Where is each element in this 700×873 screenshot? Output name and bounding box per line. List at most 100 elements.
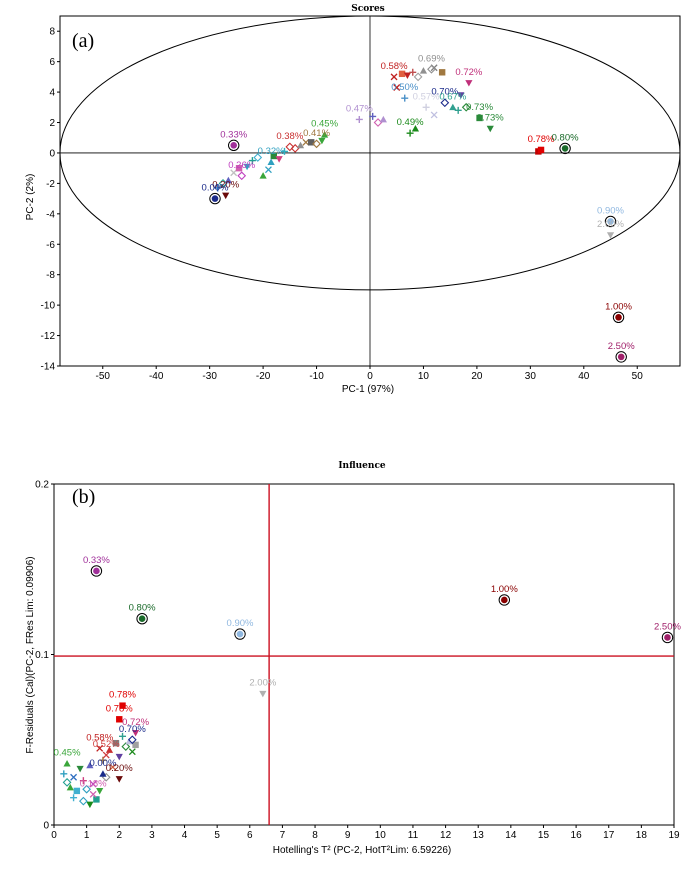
influence-x-tick-label: 3	[149, 830, 155, 841]
influence-data-label: 0.00%	[89, 758, 116, 769]
scores-x-tick-label: 40	[578, 371, 590, 382]
scores-cluster-point	[461, 102, 471, 112]
influence-data-point-ring	[136, 612, 148, 625]
scores-y-tick-label: -12	[41, 331, 56, 342]
influence-x-tick-label: 2	[116, 830, 122, 841]
influence-data-point	[96, 744, 104, 752]
influence-x-tick-label: 15	[538, 830, 550, 841]
scores-data-label: 0.57%	[413, 91, 440, 102]
scores-cluster-point	[230, 169, 238, 177]
influence-data-label: 0.33%	[83, 555, 110, 566]
influence-data-label: 1.00%	[491, 584, 518, 595]
scores-x-tick-label: -40	[149, 371, 164, 382]
scores-x-label: PC-1 (97%)	[342, 384, 394, 395]
scores-y-tick-label: -8	[46, 270, 55, 281]
scores-cluster-point	[430, 111, 438, 119]
scores-data-point	[617, 353, 625, 361]
influence-x-tick-label: 6	[247, 830, 253, 841]
influence-y-tick-label: 0	[43, 821, 49, 832]
scores-data-point	[476, 114, 483, 122]
influence-cluster-point	[73, 787, 81, 795]
influence-x-label: Hotelling's T² (PC-2, HotT²Lim: 6.59226)	[273, 845, 451, 856]
influence-data-point	[138, 615, 146, 622]
influence-y-label: F-Residuals (Cal)(PC-2, FRes Lim: 0.0990…	[25, 556, 36, 753]
influence-x-tick-label: 0	[51, 830, 57, 841]
scores-y-tick-label: 0	[49, 148, 55, 159]
scores-x-tick-label: 0	[367, 371, 373, 382]
scores-data-point	[401, 94, 409, 102]
scores-y-tick-label: -2	[46, 179, 55, 190]
scores-data-point	[312, 139, 321, 149]
scores-data-point	[427, 64, 436, 74]
scores-x-tick-label: 30	[525, 371, 537, 382]
scores-data-point	[486, 125, 494, 133]
influence-data-point	[236, 630, 244, 638]
scores-data-label: 0.90%	[597, 205, 624, 216]
influence-data-label: 0.72%	[122, 717, 149, 728]
scores-cluster-point	[413, 72, 423, 82]
scores-cluster-point	[369, 112, 377, 120]
scores-x-tick-label: 10	[418, 371, 430, 382]
influence-cluster-point	[125, 737, 133, 745]
influence-plot-frame	[53, 483, 675, 826]
influence-cluster-point	[70, 794, 78, 802]
scores-data-point	[422, 103, 430, 111]
influence-data-label: 0.80%	[129, 603, 156, 614]
scores-cluster-point	[224, 176, 232, 184]
scores-data-point	[606, 232, 615, 239]
influence-x-tick-label: 19	[668, 830, 680, 841]
influence-x-tick-label: 14	[505, 830, 517, 841]
influence-cluster-point	[86, 801, 94, 809]
scores-x-tick-label: -50	[96, 371, 111, 382]
scores-y-tick-label: -10	[41, 301, 56, 312]
influence-data-point	[115, 776, 123, 783]
scores-cluster-point	[457, 92, 465, 99]
scores-data-point	[615, 314, 622, 321]
scores-data-point	[230, 142, 238, 149]
scores-data-label: 2.50%	[608, 341, 635, 352]
influence-cluster-point	[121, 742, 131, 751]
scores-data-label: 0.32%	[258, 146, 285, 157]
influence-data-point	[63, 760, 71, 767]
scores-data-label: 1.00%	[605, 301, 632, 312]
influence-data-label: 2.50%	[654, 621, 681, 632]
influence-x-tick-label: 11	[408, 830, 419, 841]
scores-data-point	[465, 80, 473, 87]
influence-y-tick-label: 0.1	[35, 650, 49, 661]
scores-plot: Scores (a) PC-1 (97%) PC-2 (2%) -50 -40 -3…	[25, 4, 681, 395]
influence-x-tick-label: 16	[571, 830, 583, 841]
influence-y-tick-label: 0.2	[35, 480, 49, 491]
scores-data-point	[267, 158, 275, 165]
influence-data-label: 0.70%	[119, 724, 146, 735]
influence-cluster-point	[82, 784, 92, 794]
scores-data-point-ring	[604, 215, 617, 228]
influence-data-point-ring	[234, 628, 246, 640]
scores-cluster-point	[373, 118, 383, 127]
scores-cluster-point	[398, 70, 406, 78]
influence-x-tick-label: 7	[280, 830, 286, 841]
scores-y-tick-label: 4	[49, 88, 55, 99]
scores-data-label: 0.00%	[202, 183, 229, 194]
influence-cluster-point	[96, 788, 104, 795]
scores-y-tick-label: -14	[41, 362, 56, 373]
scores-data-label: 0.73%	[466, 102, 493, 113]
influence-x-tick-label: 18	[636, 830, 648, 841]
scores-title: Scores	[351, 4, 385, 14]
scores-cluster-point	[379, 115, 387, 123]
scores-data-point	[607, 218, 614, 225]
scores-cluster-point	[419, 67, 428, 74]
scores-cluster-point	[411, 125, 420, 132]
scores-x-tick-label: 20	[471, 371, 483, 382]
scores-data-point	[440, 98, 450, 108]
scores-data-label: 0.45%	[311, 119, 338, 130]
scores-data-label: 0.72%	[455, 67, 482, 78]
scores-data-point	[537, 146, 545, 154]
influence-data-label: 0.18%	[80, 778, 107, 789]
scores-y-tick-label: -6	[46, 240, 55, 251]
scores-data-label: 0.70%	[431, 87, 458, 98]
scores-cluster-point	[264, 166, 272, 174]
influence-data-point	[89, 790, 97, 798]
influence-data-label: 0.52%	[93, 739, 120, 750]
influence-cluster-point	[112, 739, 120, 747]
